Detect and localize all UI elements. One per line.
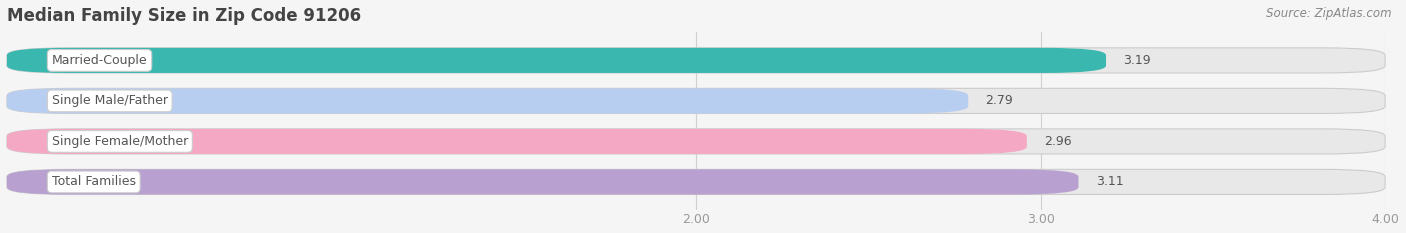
Text: 2.79: 2.79	[986, 94, 1014, 107]
FancyBboxPatch shape	[7, 88, 1385, 113]
FancyBboxPatch shape	[7, 169, 1385, 195]
Text: Married-Couple: Married-Couple	[52, 54, 148, 67]
Text: Single Female/Mother: Single Female/Mother	[52, 135, 188, 148]
FancyBboxPatch shape	[7, 129, 1385, 154]
FancyBboxPatch shape	[7, 48, 1107, 73]
FancyBboxPatch shape	[7, 129, 1026, 154]
FancyBboxPatch shape	[7, 88, 969, 113]
Text: 3.11: 3.11	[1095, 175, 1123, 188]
FancyBboxPatch shape	[7, 48, 1385, 73]
Text: Median Family Size in Zip Code 91206: Median Family Size in Zip Code 91206	[7, 7, 361, 25]
Text: 3.19: 3.19	[1123, 54, 1152, 67]
Text: Single Male/Father: Single Male/Father	[52, 94, 167, 107]
Text: Source: ZipAtlas.com: Source: ZipAtlas.com	[1267, 7, 1392, 20]
FancyBboxPatch shape	[7, 169, 1078, 195]
Text: Total Families: Total Families	[52, 175, 136, 188]
Text: 2.96: 2.96	[1045, 135, 1071, 148]
